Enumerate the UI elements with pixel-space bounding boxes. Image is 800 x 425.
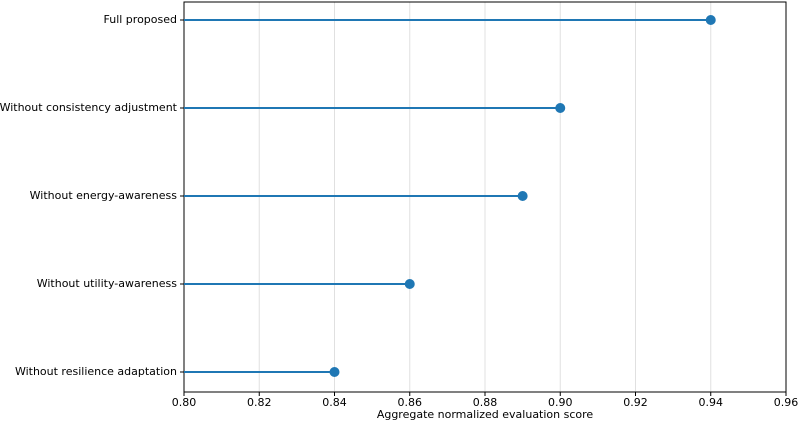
- y-tick-label: Without consistency adjustment: [0, 101, 178, 114]
- x-tick-label: 0.88: [473, 396, 498, 409]
- x-tick-label: 0.90: [548, 396, 573, 409]
- y-tick-label: Without resilience adaptation: [15, 365, 177, 378]
- x-tick-label: 0.86: [398, 396, 423, 409]
- dot: [517, 191, 528, 201]
- x-tick-label: 0.94: [699, 396, 724, 409]
- y-tick-label: Without energy-awareness: [30, 189, 178, 202]
- x-tick-label: 0.80: [172, 396, 197, 409]
- y-tick-label: Without utility-awareness: [37, 277, 178, 290]
- dot: [404, 279, 415, 289]
- dot: [555, 103, 566, 113]
- x-tick-label: 0.84: [322, 396, 347, 409]
- dot: [705, 15, 716, 25]
- dot: [329, 367, 340, 377]
- x-tick-label: 0.82: [247, 396, 272, 409]
- x-tick-label: 0.96: [774, 396, 799, 409]
- x-tick-label: 0.92: [623, 396, 648, 409]
- y-tick-label: Full proposed: [104, 13, 178, 26]
- x-axis-label: Aggregate normalized evaluation score: [377, 408, 594, 421]
